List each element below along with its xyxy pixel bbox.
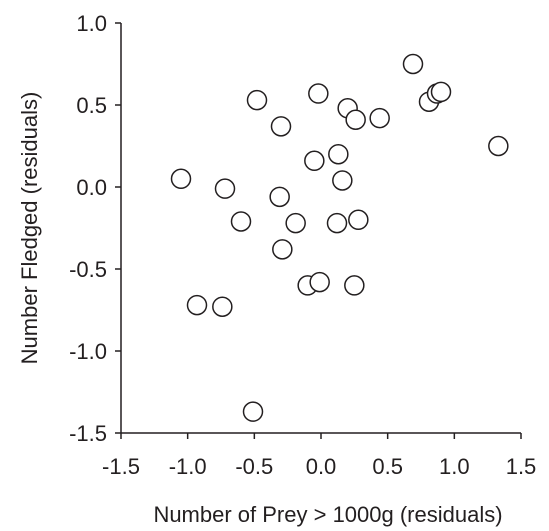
data-point [212, 296, 233, 317]
data-point [272, 239, 293, 260]
data-point [246, 89, 268, 111]
data-point [332, 170, 353, 191]
y-axis-title: Number Fledged (residuals) [17, 92, 42, 365]
x-axis-title: Number of Prey > 1000g (residuals) [153, 502, 502, 527]
data-point [186, 294, 208, 316]
data-point [230, 211, 252, 232]
data-point [309, 271, 330, 293]
data-point [270, 116, 292, 137]
data-point [328, 143, 349, 165]
x-tick-label: 1.5 [506, 454, 537, 479]
data-point [326, 212, 348, 234]
x-ticks: -1.5 -1.0 -0.5 0.0 0.5 1.0 1.5 [102, 433, 536, 479]
data-point [488, 135, 509, 157]
y-tick-label: 0.5 [76, 93, 107, 118]
data-point [242, 401, 264, 422]
data-point [308, 83, 329, 104]
y-tick-label: -0.5 [69, 257, 107, 282]
x-tick-label: -1.0 [169, 454, 207, 479]
data-point [402, 53, 424, 75]
x-tick-label: 1.0 [439, 454, 470, 479]
data-point [170, 168, 192, 190]
y-tick-label: 0.0 [76, 175, 107, 200]
x-tick-label: 0.0 [306, 454, 337, 479]
y-tick-label: -1.0 [69, 339, 107, 364]
data-point [285, 212, 306, 234]
data-point [269, 186, 290, 208]
x-tick-label: 0.5 [372, 454, 403, 479]
data-point [304, 150, 325, 172]
data-point [430, 81, 452, 103]
y-ticks: 1.0 0.5 0.0 -0.5 -1.0 -1.5 [69, 11, 121, 446]
data-point [345, 109, 366, 131]
data-point [369, 107, 390, 129]
data-point [344, 275, 365, 296]
y-tick-label: 1.0 [76, 11, 107, 36]
data-point [214, 178, 236, 199]
x-tick-label: -1.5 [102, 454, 140, 479]
data-points [170, 53, 509, 422]
x-tick-label: -0.5 [235, 454, 273, 479]
y-tick-label: -1.5 [69, 421, 107, 446]
data-point [348, 209, 369, 231]
